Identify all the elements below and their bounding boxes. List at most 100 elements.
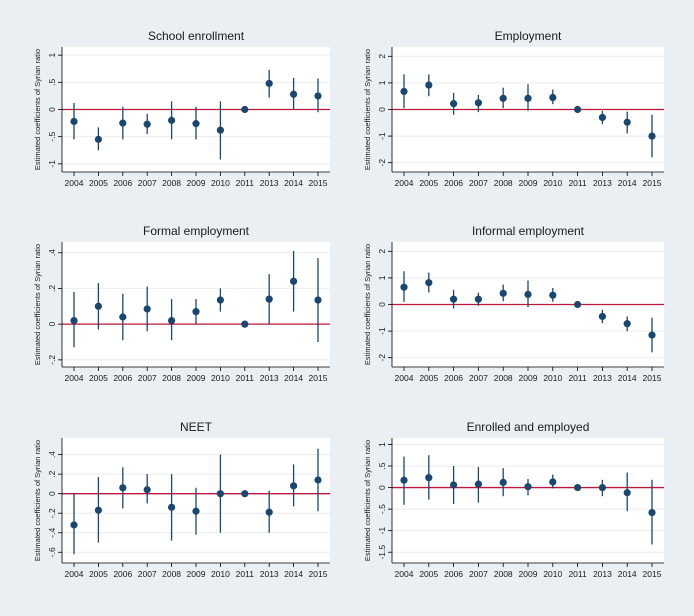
y-tick-label: -.4	[47, 527, 57, 537]
point-estimate	[119, 119, 127, 127]
point-estimate	[168, 503, 176, 511]
point-estimate	[70, 521, 78, 529]
y-axis-label: Estimated coefficients of Syrian ratio	[33, 49, 42, 170]
x-tick-label: 2004	[65, 373, 84, 383]
point-estimate	[549, 478, 557, 486]
point-estimate	[314, 296, 322, 304]
y-tick-label: 1	[47, 53, 57, 58]
x-tick-label: 2006	[444, 373, 463, 383]
y-tick-label: -1	[377, 327, 387, 335]
x-tick-label: 2013	[260, 178, 279, 188]
x-tick-label: 2008	[162, 373, 181, 383]
x-tick-label: 2015	[643, 569, 662, 579]
y-tick-label: -.5	[377, 504, 387, 514]
panel-title: Enrolled and employed	[467, 420, 590, 434]
y-tick-label: -.6	[47, 547, 57, 557]
point-estimate	[400, 87, 408, 96]
point-estimate	[265, 79, 273, 88]
x-tick-label: 2005	[419, 569, 438, 579]
x-tick-label: 2009	[187, 569, 206, 579]
y-axis-label: Estimated coefficients of Syrian ratio	[363, 49, 372, 170]
x-tick-label: 2013	[260, 569, 279, 579]
point-estimate	[94, 135, 102, 143]
x-tick-label: 2015	[643, 178, 662, 188]
point-estimate	[192, 507, 200, 515]
x-tick-label: 2007	[469, 178, 488, 188]
point-estimate	[425, 279, 433, 287]
point-estimate	[598, 113, 607, 122]
point-estimate	[94, 302, 102, 310]
y-tick-label: -1	[377, 527, 387, 535]
y-axis-label: Estimated coefficients of Syrian ratio	[33, 440, 42, 561]
chart-panel-5: -.6 -.4 -.2 0 .2 .4 2004 2005 2006 2007 2008 2009 20…	[33, 420, 330, 579]
x-tick-label: 2005	[419, 178, 438, 188]
y-tick-label: .4	[47, 451, 57, 458]
x-tick-label: 2013	[593, 569, 612, 579]
point-estimate	[290, 90, 298, 98]
x-tick-label: 2014	[284, 569, 303, 579]
y-tick-label: 2	[377, 249, 387, 254]
y-tick-label: .2	[47, 470, 57, 477]
x-tick-label: 2005	[89, 569, 108, 579]
point-estimate	[192, 120, 200, 128]
y-tick-label: .4	[47, 249, 57, 256]
point-estimate	[425, 474, 433, 482]
point-estimate	[623, 489, 631, 497]
point-estimate	[450, 295, 458, 303]
x-tick-label: 2007	[469, 373, 488, 383]
point-estimate	[241, 105, 249, 114]
point-estimate	[265, 508, 273, 516]
point-estimate	[574, 105, 582, 114]
panel-title: Employment	[495, 29, 562, 43]
chart-panel-2: -2 -1 0 1 2 2004 2005 2006 2007 2008 2009 2010 2011 2…	[363, 29, 664, 188]
panel-title: School enrollment	[148, 29, 245, 43]
y-tick-label: -.2	[47, 355, 57, 365]
point-estimate	[119, 313, 127, 321]
x-tick-label: 2006	[444, 569, 463, 579]
point-estimate	[499, 94, 507, 102]
point-estimate	[314, 92, 322, 100]
x-tick-label: 2008	[162, 569, 181, 579]
x-tick-label: 2014	[618, 373, 637, 383]
x-tick-label: 2010	[211, 178, 230, 188]
x-tick-label: 2011	[236, 178, 255, 188]
point-estimate	[598, 483, 607, 492]
point-estimate	[623, 320, 631, 328]
point-estimate	[499, 289, 507, 297]
y-tick-label: 0	[47, 491, 57, 496]
x-tick-label: 2010	[211, 569, 230, 579]
y-tick-label: -1.5	[377, 545, 387, 560]
y-tick-label: 0	[377, 107, 387, 112]
x-tick-label: 2004	[395, 569, 414, 579]
y-tick-label: -1	[377, 132, 387, 140]
x-tick-label: 2004	[395, 178, 414, 188]
point-estimate	[70, 316, 78, 325]
point-estimate	[648, 132, 656, 140]
point-estimate	[574, 300, 582, 309]
y-tick-label: 0	[377, 485, 387, 490]
x-tick-label: 2005	[89, 178, 108, 188]
point-estimate	[70, 117, 78, 126]
point-estimate	[648, 508, 656, 517]
y-tick-label: 1	[377, 80, 387, 85]
x-tick-label: 2011	[236, 569, 255, 579]
point-estimate	[524, 483, 532, 491]
x-tick-label: 2015	[309, 569, 328, 579]
y-tick-label: 0	[377, 302, 387, 307]
point-estimate	[574, 483, 582, 492]
x-tick-label: 2006	[444, 178, 463, 188]
x-tick-label: 2015	[309, 373, 328, 383]
x-tick-label: 2011	[236, 373, 255, 383]
y-tick-label: .5	[47, 79, 57, 86]
point-estimate	[450, 481, 458, 489]
point-estimate	[474, 480, 482, 488]
point-estimate	[168, 316, 176, 325]
y-tick-label: .5	[377, 462, 387, 469]
y-tick-label: -.5	[47, 131, 57, 141]
panel-title: Informal employment	[472, 224, 585, 238]
y-tick-label: -.2	[47, 508, 57, 518]
x-tick-label: 2007	[138, 178, 157, 188]
x-tick-label: 2014	[284, 178, 303, 188]
